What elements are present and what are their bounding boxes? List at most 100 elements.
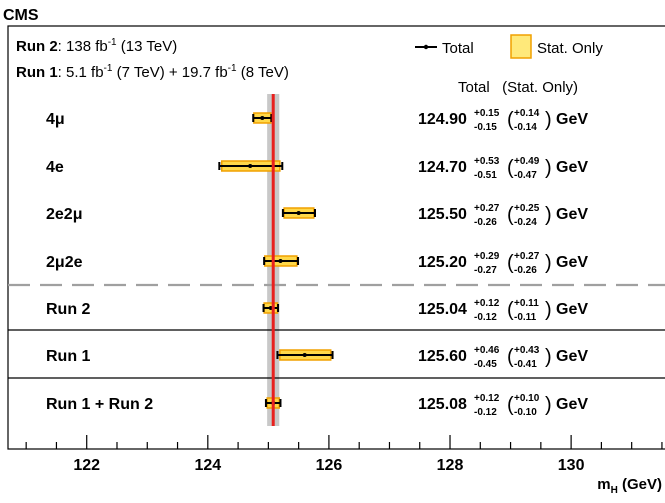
stat-down-error: -0.47 bbox=[514, 170, 537, 181]
stat-down-error: -0.11 bbox=[514, 312, 537, 323]
total-up-error: +0.12 bbox=[474, 298, 500, 309]
column-header: Total (Stat. Only) bbox=[458, 79, 578, 96]
row-label: Run 2 bbox=[46, 301, 91, 318]
x-axis-title-sub: H bbox=[611, 485, 618, 496]
x-axis: 122 124 126 128 130 bbox=[25, 435, 663, 474]
legend: Total Stat. Only Total (Stat. Only) bbox=[415, 34, 603, 96]
stat-down-error: -0.14 bbox=[514, 122, 537, 133]
total-down-error: -0.27 bbox=[474, 265, 497, 276]
plot-frame bbox=[7, 25, 665, 450]
tick-label: 128 bbox=[437, 457, 464, 474]
row-unit: GeV bbox=[556, 301, 588, 318]
row-unit: GeV bbox=[556, 159, 588, 176]
x-axis-title: mH (GeV) bbox=[597, 476, 662, 496]
total-up-error: +0.12 bbox=[474, 393, 500, 404]
tick-label: 126 bbox=[316, 457, 343, 474]
paren-close: ) bbox=[545, 252, 552, 274]
row-unit: GeV bbox=[556, 206, 588, 223]
total-up-error: +0.46 bbox=[474, 345, 500, 356]
lumi-run1-text-b: (7 TeV) + 19.7 fb bbox=[112, 64, 227, 81]
paren-open: ( bbox=[507, 109, 514, 131]
row-unit: GeV bbox=[556, 348, 588, 365]
data-row: 2e2μ 125.50 +0.27 -0.26 (+0.25 -0.24) GeV bbox=[46, 203, 588, 228]
paren-open: ( bbox=[507, 299, 514, 321]
stat-down-error: -0.10 bbox=[514, 407, 537, 418]
paren-open: ( bbox=[507, 346, 514, 368]
paren-close: ) bbox=[545, 109, 552, 131]
row-label: 4μ bbox=[46, 111, 65, 128]
paren-open: ( bbox=[507, 252, 514, 274]
row-unit: GeV bbox=[556, 111, 588, 128]
total-up-error: +0.15 bbox=[474, 108, 500, 119]
row-label: Run 1 + Run 2 bbox=[46, 396, 153, 413]
legend-stat-label: Stat. Only bbox=[537, 40, 603, 57]
paren-close: ) bbox=[545, 299, 552, 321]
total-up-error: +0.27 bbox=[474, 203, 500, 214]
data-row: Run 2 125.04 +0.12 -0.12 (+0.11 -0.11) GeV bbox=[46, 298, 588, 323]
lumi-run1-label: Run 1 bbox=[16, 64, 58, 81]
lumi-run2-sup: -1 bbox=[108, 37, 117, 48]
stat-up-error: +0.11 bbox=[514, 298, 539, 309]
row-value: 124.70 bbox=[418, 159, 467, 176]
paren-close: ) bbox=[545, 394, 552, 416]
paren-close: ) bbox=[545, 346, 552, 368]
stat-up-error: +0.49 bbox=[514, 156, 540, 167]
total-up-error: +0.53 bbox=[474, 156, 500, 167]
row-label: 2μ2e bbox=[46, 254, 83, 271]
stat-up-error: +0.43 bbox=[514, 345, 540, 356]
lumi-run2-text: : 138 fb bbox=[58, 38, 108, 55]
lumi-run2-label: Run 2 bbox=[16, 38, 58, 55]
total-down-error: -0.51 bbox=[474, 170, 497, 181]
data-row: Run 1 + Run 2 125.08 +0.12 -0.12 (+0.10 -0.10… bbox=[46, 393, 588, 418]
stat-down-error: -0.41 bbox=[514, 359, 537, 370]
lumi-run1-text-a: : 5.1 fb bbox=[58, 64, 104, 81]
paren-close: ) bbox=[545, 204, 552, 226]
paren-open: ( bbox=[507, 204, 514, 226]
tick-label: 130 bbox=[558, 457, 585, 474]
lumi-run1: Run 1: 5.1 fb-1 (7 TeV) + 19.7 fb-1 (8 T… bbox=[16, 63, 289, 81]
lumi-run1-sup-b: -1 bbox=[228, 63, 237, 74]
central-value-marker bbox=[248, 164, 253, 168]
row-label: 4e bbox=[46, 159, 64, 176]
legend-total-marker bbox=[423, 44, 429, 50]
stat-up-error: +0.14 bbox=[514, 108, 540, 119]
row-value: 124.90 bbox=[418, 111, 467, 128]
row-unit: GeV bbox=[556, 254, 588, 271]
data-row: 2μ2e 125.20 +0.29 -0.27 (+0.27 -0.26) GeV bbox=[46, 251, 588, 276]
central-value-marker bbox=[296, 211, 301, 215]
data-row: 4e 124.70 +0.53 -0.51 (+0.49 -0.47) GeV bbox=[46, 156, 588, 181]
row-label: 2e2μ bbox=[46, 206, 82, 223]
paren-close: ) bbox=[545, 157, 552, 179]
total-down-error: -0.12 bbox=[474, 312, 497, 323]
lumi-run1-text-c: (8 TeV) bbox=[237, 64, 289, 81]
lumi-run1-sup-a: -1 bbox=[104, 63, 113, 74]
row-value: 125.04 bbox=[418, 301, 467, 318]
tick-label: 122 bbox=[73, 457, 100, 474]
row-unit: GeV bbox=[556, 396, 588, 413]
row-value: 125.50 bbox=[418, 206, 467, 223]
paren-open: ( bbox=[507, 157, 514, 179]
legend-total-label: Total bbox=[442, 40, 474, 57]
stat-up-error: +0.10 bbox=[514, 393, 540, 404]
stat-up-error: +0.27 bbox=[514, 251, 540, 262]
legend-stat-swatch bbox=[510, 34, 532, 59]
central-value-marker bbox=[278, 259, 283, 263]
central-value-marker bbox=[260, 116, 265, 120]
data-row: 4μ 124.90 +0.15 -0.15 (+0.14 -0.14) GeV bbox=[46, 108, 588, 133]
total-down-error: -0.15 bbox=[474, 122, 497, 133]
stat-up-error: +0.25 bbox=[514, 203, 540, 214]
total-down-error: -0.26 bbox=[474, 217, 497, 228]
tick-label: 124 bbox=[194, 457, 221, 474]
row-value: 125.08 bbox=[418, 396, 467, 413]
total-up-error: +0.29 bbox=[474, 251, 500, 262]
x-axis-title-unit: (GeV) bbox=[618, 476, 662, 493]
total-down-error: -0.45 bbox=[474, 359, 497, 370]
stat-down-error: -0.24 bbox=[514, 217, 537, 228]
row-label: Run 1 bbox=[46, 348, 91, 365]
lumi-run2: Run 2: 138 fb-1 (13 TeV) bbox=[16, 37, 177, 55]
data-row: Run 1 125.60 +0.46 -0.45 (+0.43 -0.41) GeV bbox=[46, 345, 588, 370]
paren-open: ( bbox=[507, 394, 514, 416]
experiment-label: CMS bbox=[3, 7, 39, 24]
